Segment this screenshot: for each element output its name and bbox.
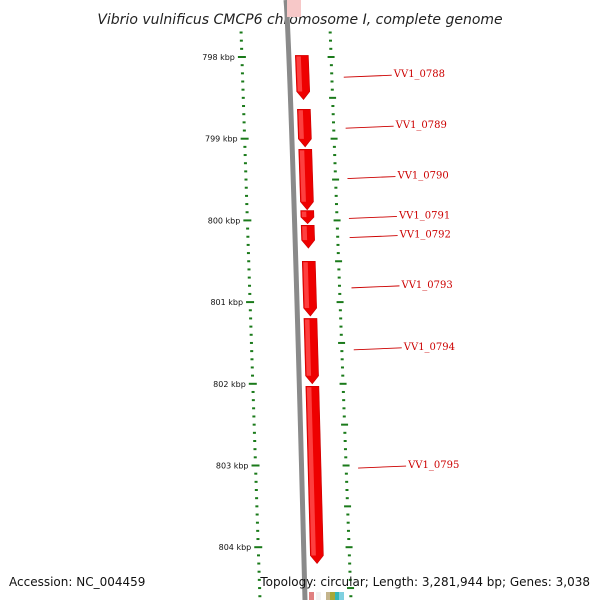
gene-labels: VV1_0788 VV1_0789 VV1_0790 VV1_0791 VV1_0792… [343, 69, 459, 471]
gene-track [295, 55, 324, 565]
scale-ruler: 798 kbp 799 kbp 800 kbp 801 kbp 802 kbp 803 k… [202, 31, 355, 598]
downstream-feature-2 [326, 592, 331, 600]
scale-label-801: 801 kbp [210, 298, 243, 307]
gene-leader-VV1_0789 [345, 125, 394, 129]
scale-label-804: 804 kbp [219, 543, 252, 552]
gene-label-VV1_0795: VV1_0795 [407, 460, 459, 471]
gene-label-VV1_0794: VV1_0794 [403, 342, 455, 353]
downstream-features [309, 592, 344, 600]
gene-shine-VV1_0795 [306, 387, 316, 556]
topology-label: Topology: circular; Length: 3,281,944 bp… [260, 575, 590, 589]
downstream-feature-1 [316, 592, 321, 600]
gene-label-VV1_0789: VV1_0789 [395, 120, 447, 131]
gene-shine-VV1_0789 [298, 110, 304, 139]
backbone-line [283, 0, 308, 600]
map-title: Vibrio vulnificus CMCP6 chromosome I, co… [97, 12, 502, 28]
gene-leader-VV1_0793 [351, 285, 400, 289]
gene-label-VV1_0793: VV1_0793 [400, 280, 452, 291]
gene-leader-VV1_0794 [353, 347, 402, 351]
gene-label-VV1_0788: VV1_0788 [393, 69, 445, 80]
accession-label: Accession: NC_004459 [9, 575, 146, 589]
downstream-feature-3 [330, 592, 335, 600]
gene-leader-VV1_0795 [358, 465, 407, 469]
gene-VV1_0791 [300, 210, 315, 225]
chromosome-backbone [283, 0, 344, 600]
gene-label-VV1_0791: VV1_0791 [398, 210, 450, 221]
gene-VV1_0794 [303, 318, 319, 385]
gene-shine-VV1_0794 [304, 319, 312, 376]
gene-shine-VV1_0793 [303, 262, 310, 308]
gene-VV1_0792 [300, 225, 315, 249]
gene-label-VV1_0790: VV1_0790 [396, 171, 448, 182]
gene-shine-VV1_0792 [302, 226, 308, 241]
scale-label-802: 802 kbp [213, 380, 246, 389]
scale-label-800: 800 kbp [208, 216, 241, 225]
gene-VV1_0788 [295, 55, 311, 100]
gene-leader-VV1_0791 [348, 216, 397, 219]
downstream-feature-0 [309, 592, 314, 600]
gene-leader-VV1_0790 [347, 176, 396, 179]
gene-VV1_0793 [301, 260, 317, 317]
scale-label-799: 799 kbp [205, 135, 238, 144]
gene-shine-VV1_0791 [301, 211, 307, 218]
gene-VV1_0790 [298, 149, 314, 211]
gene-label-VV1_0792: VV1_0792 [399, 230, 451, 241]
gene-VV1_0795 [305, 385, 324, 565]
scale-label-803: 803 kbp [216, 462, 249, 471]
gene-shine-VV1_0790 [299, 150, 306, 202]
scale-label-798: 798 kbp [202, 53, 235, 62]
gene-leader-VV1_0788 [343, 74, 392, 78]
gene-leader-VV1_0792 [349, 235, 398, 239]
downstream-feature-4 [335, 592, 340, 600]
downstream-feature-5 [339, 592, 344, 600]
gene-shine-VV1_0788 [296, 56, 303, 92]
gene-VV1_0789 [297, 108, 312, 148]
upstream-feature [287, 0, 301, 17]
